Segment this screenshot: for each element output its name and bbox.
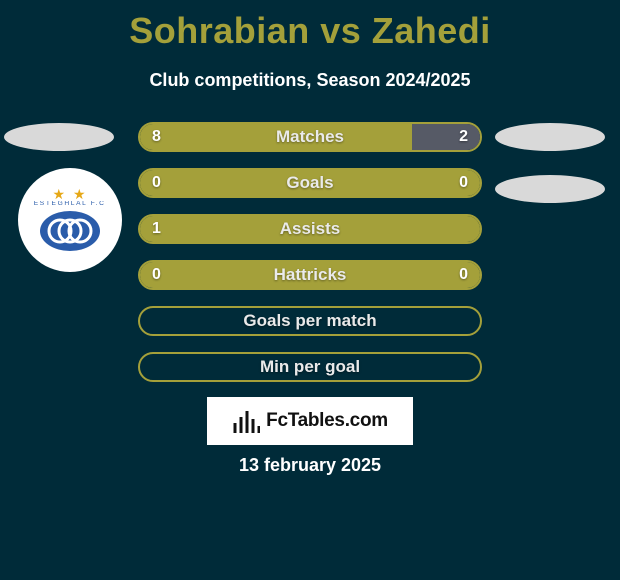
- stat-row: Hattricks00: [138, 260, 482, 290]
- stats-container: Matches82Goals00Assists1Hattricks00Goals…: [138, 122, 482, 398]
- stat-value-left: 0: [152, 260, 161, 290]
- player-right-placeholder-ellipse-2: [495, 175, 605, 203]
- stat-bar-right: [412, 124, 480, 150]
- stat-bar-left: [140, 262, 480, 288]
- player-left-placeholder-ellipse: [4, 123, 114, 151]
- club-badge-rings-icon: [38, 209, 102, 253]
- player-right-placeholder-ellipse-1: [495, 123, 605, 151]
- stat-bar-left: [140, 216, 480, 242]
- club-badge-text: ESTEGHLAL F.C: [34, 201, 106, 207]
- stat-value-left: 0: [152, 168, 161, 198]
- stat-row: Goals00: [138, 168, 482, 198]
- stat-value-right: 0: [459, 168, 468, 198]
- stat-row: Matches82: [138, 122, 482, 152]
- footer-date: 13 february 2025: [0, 455, 620, 476]
- fctables-logo-text: FcTables.com: [266, 410, 388, 432]
- stat-row: Assists1: [138, 214, 482, 244]
- star-icon: ★ ★: [53, 187, 88, 201]
- stat-bar-left: [140, 170, 480, 196]
- stat-bar-left: [140, 124, 412, 150]
- club-badge: ★ ★ ESTEGHLAL F.C: [18, 168, 122, 272]
- stat-value-right: 2: [459, 122, 468, 152]
- stat-row: Goals per match: [138, 306, 482, 336]
- page-subtitle: Club competitions, Season 2024/2025: [0, 70, 620, 91]
- fctables-logo: FcTables.com: [207, 397, 413, 445]
- stat-value-left: 8: [152, 122, 161, 152]
- stat-value-left: 1: [152, 214, 161, 244]
- page-title: Sohrabian vs Zahedi: [0, 0, 620, 52]
- bars-icon: [232, 409, 260, 433]
- stat-row: Min per goal: [138, 352, 482, 382]
- stat-value-right: 0: [459, 260, 468, 290]
